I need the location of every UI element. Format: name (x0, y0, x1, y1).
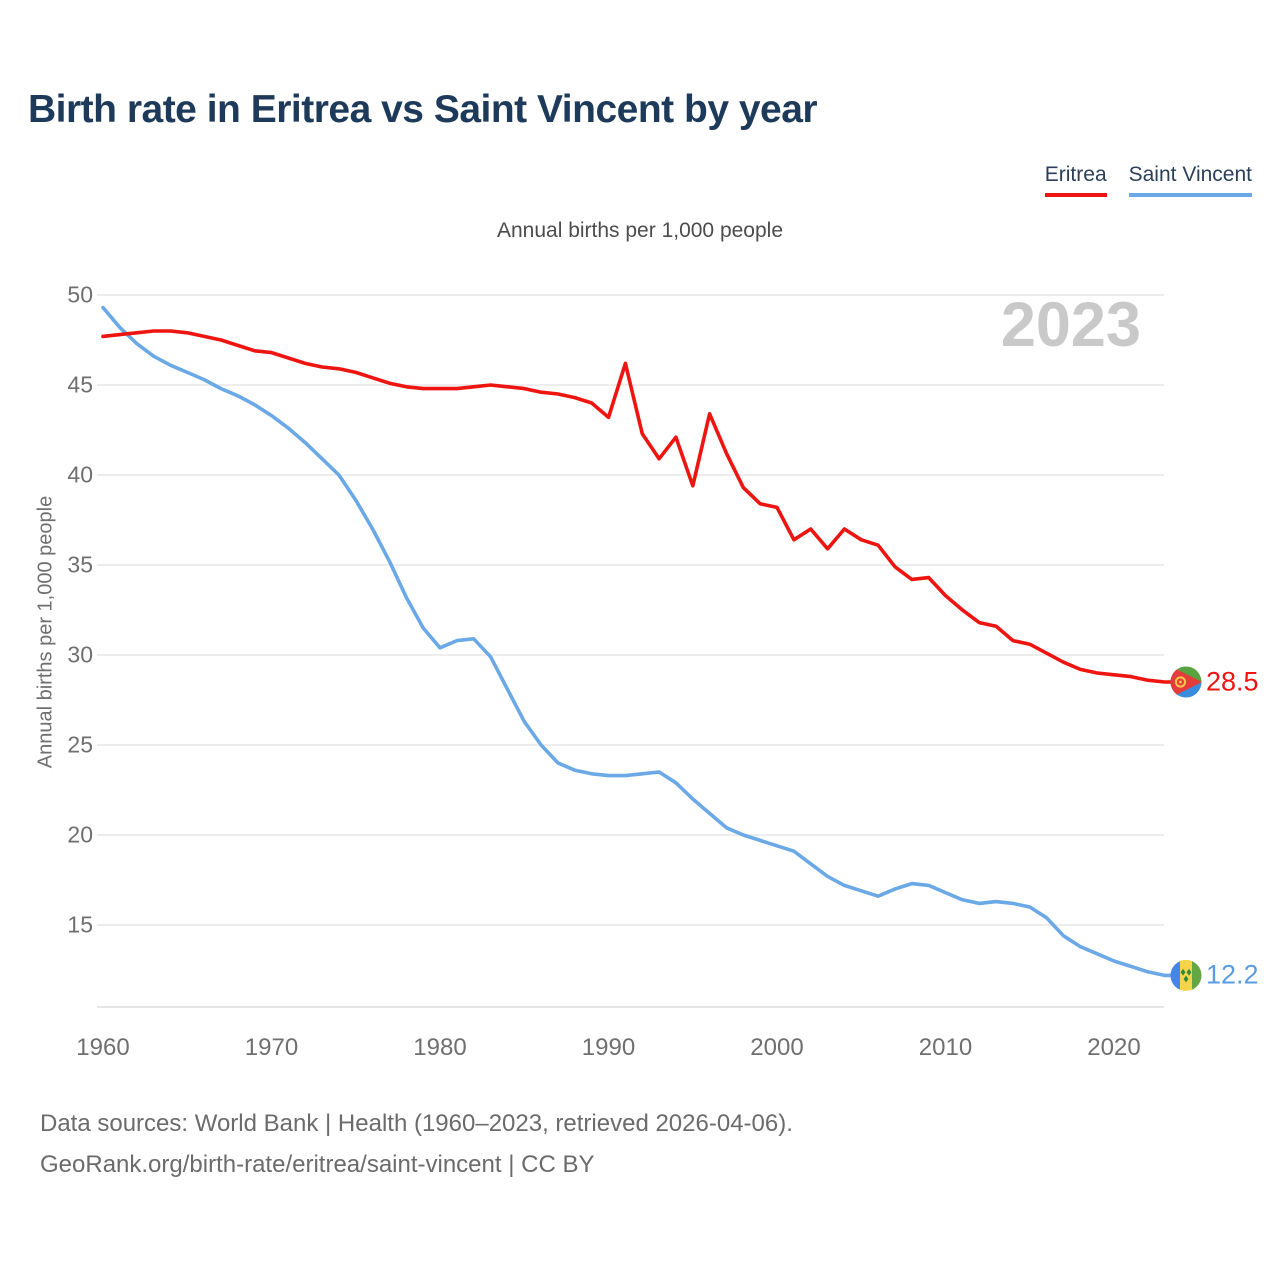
end-label-saint-vincent: 12.2 (1206, 959, 1259, 990)
legend-item-saint-vincent[interactable]: Saint Vincent (1128, 163, 1252, 197)
y-axis-title: Annual births per 1,000 people (34, 495, 57, 769)
y-tick-label: 15 (67, 911, 93, 938)
y-tick-label: 30 (67, 641, 93, 668)
x-tick-label: 1990 (581, 1034, 636, 1061)
footer: Data sources: World Bank | Health (1960–… (40, 1103, 793, 1185)
page-title: Birth rate in Eritrea vs Saint Vincent b… (28, 88, 818, 131)
footer-sources-line: Data sources: World Bank | Health (1960–… (40, 1110, 793, 1137)
y-tick-label: 35 (67, 551, 93, 578)
eritrea-flag-icon (1170, 666, 1202, 698)
series-line-eritrea (101, 329, 1173, 684)
y-tick-label: 40 (67, 461, 93, 488)
legend-item-eritrea[interactable]: Eritrea (1044, 163, 1107, 197)
x-tick-label: 2010 (918, 1034, 973, 1061)
legend: Eritrea Saint Vincent (1044, 163, 1252, 197)
x-tick-label: 1960 (76, 1034, 130, 1061)
y-tick-label: 50 (67, 281, 93, 308)
y-tick-label: 45 (67, 371, 93, 398)
year-watermark: 2023 (1000, 290, 1141, 360)
footer-url-line: GeoRank.org/birth-rate/eritrea/saint-vin… (40, 1151, 595, 1178)
x-tick-label: 2020 (1087, 1034, 1141, 1061)
saint-vincent-flag-icon (1170, 959, 1202, 991)
y-tick-label: 25 (67, 731, 93, 758)
y-tick-label: 20 (67, 821, 93, 848)
chart-subtitle: Annual births per 1,000 people (496, 219, 784, 242)
series-line-saint-vincent (101, 305, 1173, 978)
end-label-eritrea: 28.5 (1206, 666, 1259, 697)
x-tick-label: 1970 (244, 1034, 299, 1061)
x-tick-label: 1980 (413, 1034, 467, 1061)
x-tick-label: 2000 (750, 1034, 804, 1061)
